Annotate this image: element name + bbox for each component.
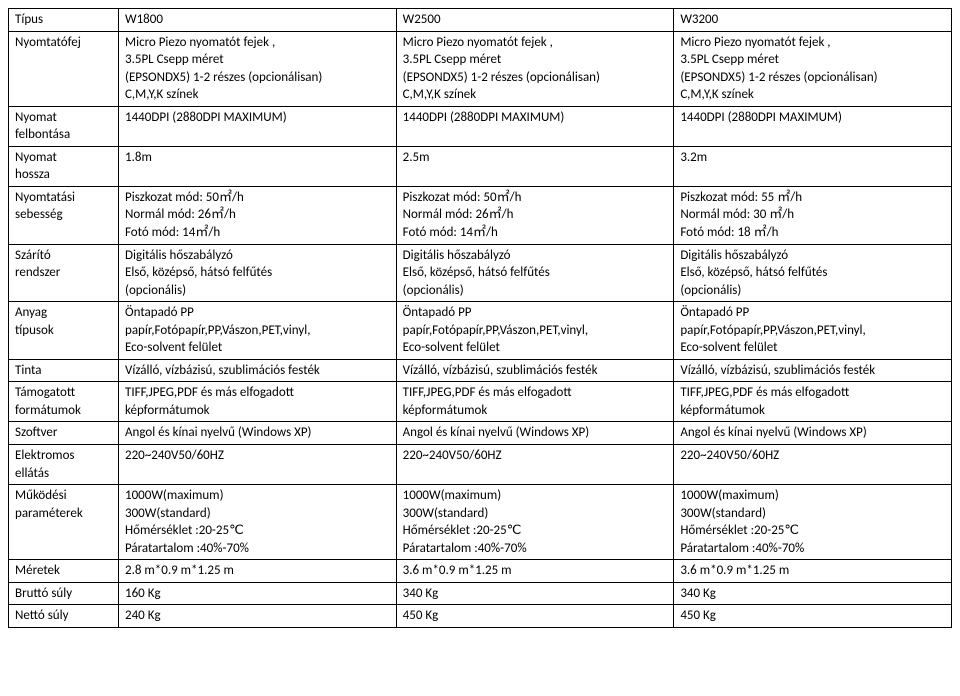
row-label: Tinta: [9, 359, 119, 382]
cell: 450 Kg: [674, 605, 952, 628]
table-row: Szoftver Angol és kínai nyelvű (Windows …: [9, 422, 952, 445]
table-row: Működési paraméterek 1000W(maximum) 300W…: [9, 485, 952, 560]
cell: 3.6 m*0.9 m*1.25 m: [396, 560, 674, 583]
row-label: Nyomat hossza: [9, 146, 119, 186]
cell: 1.8m: [119, 146, 397, 186]
cell: 220~240V50/60HZ: [674, 445, 952, 485]
cell: 1000W(maximum) 300W(standard) Hőmérsékle…: [674, 485, 952, 560]
cell: 3.6 m*0.9 m*1.25 m: [674, 560, 952, 583]
row-label: Támogatott formátumok: [9, 382, 119, 422]
cell: Piszkozat mód: 55 ㎡/h Normál mód: 30 ㎡/h…: [674, 186, 952, 244]
row-label: Anyag típusok: [9, 302, 119, 360]
row-label: Szoftver: [9, 422, 119, 445]
cell: Piszkozat mód: 50㎡/h Normál mód: 26㎡/h F…: [119, 186, 397, 244]
cell: TIFF,JPEG,PDF és más elfogadott képformá…: [119, 382, 397, 422]
row-label: Bruttó súly: [9, 582, 119, 605]
cell: Vízálló, vízbázisú, szublimációs festék: [396, 359, 674, 382]
table-row: Elektromos ellátás 220~240V50/60HZ 220~2…: [9, 445, 952, 485]
cell: Öntapadó PP papír,Fotópapír,PP,Vászon,PE…: [119, 302, 397, 360]
cell-w3200: W3200: [674, 9, 952, 32]
cell: Digitális hőszabályzó Első, középső, hát…: [674, 244, 952, 302]
cell: Vízálló, vízbázisú, szublimációs festék: [674, 359, 952, 382]
row-label: Nyomtatófej: [9, 31, 119, 106]
cell-w2500: W2500: [396, 9, 674, 32]
cell: 240 Kg: [119, 605, 397, 628]
table-row: Támogatott formátumok TIFF,JPEG,PDF és m…: [9, 382, 952, 422]
cell: Digitális hőszabályzó Első, középső, hát…: [396, 244, 674, 302]
cell-w1800: W1800: [119, 9, 397, 32]
cell: 220~240V50/60HZ: [396, 445, 674, 485]
table-row: Szárító rendszer Digitális hőszabályzó E…: [9, 244, 952, 302]
cell: 2.8 m*0.9 m*1.25 m: [119, 560, 397, 583]
row-label: Működési paraméterek: [9, 485, 119, 560]
cell: Angol és kínai nyelvű (Windows XP): [119, 422, 397, 445]
table-row: Tinta Vízálló, vízbázisú, szublimációs f…: [9, 359, 952, 382]
cell: 1000W(maximum) 300W(standard) Hőmérsékle…: [396, 485, 674, 560]
table-row: Méretek 2.8 m*0.9 m*1.25 m 3.6 m*0.9 m*1…: [9, 560, 952, 583]
table-row: Nyomat felbontása 1440DPI (2880DPI MAXIM…: [9, 106, 952, 146]
row-label: Nyomat felbontása: [9, 106, 119, 146]
cell: Digitális hőszabályzó Első, középső, hát…: [119, 244, 397, 302]
cell: 1440DPI (2880DPI MAXIMUM): [396, 106, 674, 146]
cell: Vízálló, vízbázisú, szublimációs festék: [119, 359, 397, 382]
cell: 450 Kg: [396, 605, 674, 628]
cell: 3.2m: [674, 146, 952, 186]
cell: Micro Piezo nyomatót fejek , 3.5PL Csepp…: [396, 31, 674, 106]
table-row: Nyomtatási sebesség Piszkozat mód: 50㎡/h…: [9, 186, 952, 244]
cell: TIFF,JPEG,PDF és más elfogadott képformá…: [396, 382, 674, 422]
spec-table: Típus W1800 W2500 W3200 Nyomtatófej Micr…: [8, 8, 952, 628]
row-label: Típus: [9, 9, 119, 32]
cell: TIFF,JPEG,PDF és más elfogadott képformá…: [674, 382, 952, 422]
row-label: Elektromos ellátás: [9, 445, 119, 485]
cell: Öntapadó PP papír,Fotópapír,PP,Vászon,PE…: [396, 302, 674, 360]
table-row: Nyomat hossza 1.8m 2.5m 3.2m: [9, 146, 952, 186]
table-row: Nettó súly 240 Kg 450 Kg 450 Kg: [9, 605, 952, 628]
cell: 1440DPI (2880DPI MAXIMUM): [119, 106, 397, 146]
cell: 220~240V50/60HZ: [119, 445, 397, 485]
cell: Micro Piezo nyomatót fejek , 3.5PL Csepp…: [119, 31, 397, 106]
cell: 340 Kg: [674, 582, 952, 605]
cell: 160 Kg: [119, 582, 397, 605]
cell: Angol és kínai nyelvű (Windows XP): [396, 422, 674, 445]
cell: Öntapadó PP papír,Fotópapír,PP,Vászon,PE…: [674, 302, 952, 360]
table-row: Nyomtatófej Micro Piezo nyomatót fejek ,…: [9, 31, 952, 106]
row-label: Szárító rendszer: [9, 244, 119, 302]
cell: Angol és kínai nyelvű (Windows XP): [674, 422, 952, 445]
row-label: Nettó súly: [9, 605, 119, 628]
cell: Micro Piezo nyomatót fejek , 3.5PL Csepp…: [674, 31, 952, 106]
cell: Piszkozat mód: 50㎡/h Normál mód: 26㎡/h F…: [396, 186, 674, 244]
row-label: Nyomtatási sebesség: [9, 186, 119, 244]
table-row: Típus W1800 W2500 W3200: [9, 9, 952, 32]
cell: 340 Kg: [396, 582, 674, 605]
cell: 1440DPI (2880DPI MAXIMUM): [674, 106, 952, 146]
table-row: Anyag típusok Öntapadó PP papír,Fotópapí…: [9, 302, 952, 360]
cell: 2.5m: [396, 146, 674, 186]
cell: 1000W(maximum) 300W(standard) Hőmérsékle…: [119, 485, 397, 560]
table-row: Bruttó súly 160 Kg 340 Kg 340 Kg: [9, 582, 952, 605]
row-label: Méretek: [9, 560, 119, 583]
